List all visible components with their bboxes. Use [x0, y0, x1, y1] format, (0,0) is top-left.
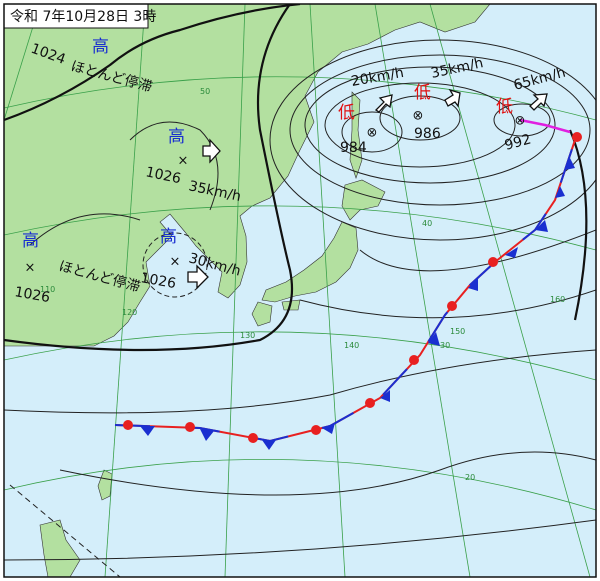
- title-box: [4, 4, 149, 29]
- low-symbol: 低: [496, 97, 513, 117]
- low-symbol: 低: [414, 83, 431, 103]
- motion-arrows: [187, 88, 548, 290]
- high-symbol: 高: [160, 227, 177, 247]
- map-title: 令和 7年10月28日 3時: [10, 9, 156, 25]
- high-symbol: 高: [168, 127, 185, 147]
- high-symbol: 高: [22, 231, 39, 251]
- svg-text:⊗: ⊗: [413, 109, 424, 124]
- taiwan: [97, 469, 113, 501]
- frame: [3, 3, 597, 578]
- shikoku-kyushu: [251, 299, 301, 327]
- low-pressure: 992: [503, 131, 533, 153]
- low-symbol: 低: [338, 103, 355, 123]
- high-pressure: 1026: [144, 164, 182, 187]
- isobars: [4, 4, 596, 577]
- grid-label: 150: [450, 327, 465, 336]
- svg-text:×: ×: [170, 255, 181, 270]
- grid-label: 160: [550, 295, 565, 304]
- grid-label: 120: [122, 308, 137, 317]
- high-symbol: 高: [92, 37, 109, 57]
- grid-label: 50: [200, 87, 210, 96]
- low-pressure: 986: [414, 126, 441, 142]
- grid-label: 30: [440, 341, 450, 350]
- grid-labels: 50 40 30 20 110 120 130 140 150 160: [40, 87, 565, 482]
- low-pressure: 984: [340, 140, 367, 156]
- philippines: [39, 519, 81, 577]
- grid-label: 110: [40, 285, 55, 294]
- honshu: [261, 221, 359, 303]
- map-body: ⊗ ⊗ ⊗ × × × 50 40 30 20 110 120 130 140 150 …: [4, 4, 596, 577]
- centers: ⊗ ⊗ ⊗ × × ×: [25, 109, 526, 276]
- grid-label: 130: [240, 331, 255, 340]
- svg-text:⊗: ⊗: [367, 126, 378, 141]
- high-pressure: 1026: [139, 270, 177, 292]
- svg-text:×: ×: [25, 261, 36, 276]
- grid-label: 140: [344, 341, 359, 350]
- continent: [4, 4, 491, 347]
- svg-text:×: ×: [178, 154, 189, 169]
- grid-label: 40: [422, 219, 432, 228]
- high-pressure: 1026: [13, 284, 51, 306]
- front: [114, 118, 582, 450]
- svg-text:⊗: ⊗: [515, 114, 526, 129]
- grid-label: 20: [465, 473, 475, 482]
